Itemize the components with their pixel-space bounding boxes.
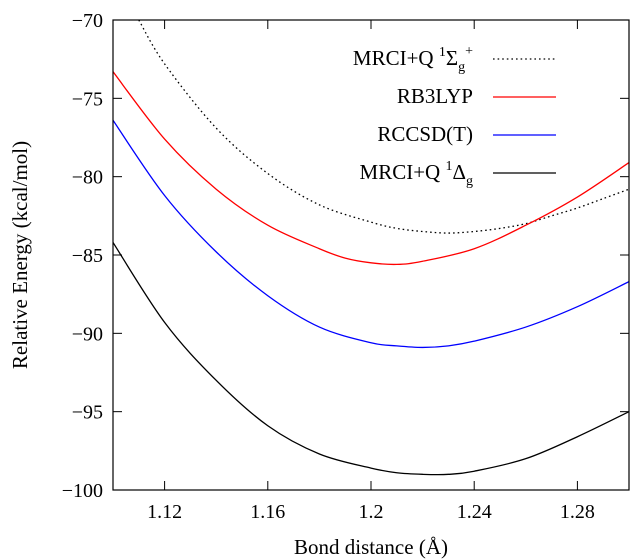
ticks-layer: 1.12 1.16 1.2 1.24 1.28 −70 −75 −80 −85 −90 −95 −10… <box>62 10 629 523</box>
series-line-rb3lyp <box>113 71 629 266</box>
series-line-rccsdt <box>113 119 629 349</box>
x-axis-label: Bond distance (Å) <box>294 535 448 559</box>
y-tick-label: −100 <box>62 480 103 502</box>
legend-label-rb3lyp: RB3LYP <box>397 84 473 108</box>
x-tick-label: 1.16 <box>250 501 285 523</box>
legend: MRCI+Q 1Σg+ RB3LYP RCCSD(T) MRCI+Q 1Δg <box>353 44 556 189</box>
legend-label-mrciq-delta-g: MRCI+Q 1Δg <box>360 159 473 189</box>
y-tick-label: −70 <box>72 10 103 32</box>
x-tick-label: 1.28 <box>560 501 595 523</box>
legend-label-rccsdt: RCCSD(T) <box>377 122 473 146</box>
series-line-mrciq-delta-g <box>113 242 629 476</box>
x-tick-label: 1.24 <box>457 501 492 523</box>
x-tick-label: 1.2 <box>359 501 384 523</box>
y-tick-label: −85 <box>72 245 103 267</box>
y-tick-label: −95 <box>72 402 103 424</box>
y-tick-label: −90 <box>72 323 103 345</box>
series-layer <box>113 20 629 476</box>
legend-label-mrciq-sigma-g: MRCI+Q 1Σg+ <box>353 44 473 75</box>
series-line-mrciq-sigma-g <box>138 20 629 234</box>
y-tick-label: −80 <box>72 167 103 189</box>
y-tick-label: −75 <box>72 88 103 110</box>
x-tick-label: 1.12 <box>147 501 182 523</box>
y-axis-label: Relative Energy (kcal/mol) <box>8 141 32 369</box>
